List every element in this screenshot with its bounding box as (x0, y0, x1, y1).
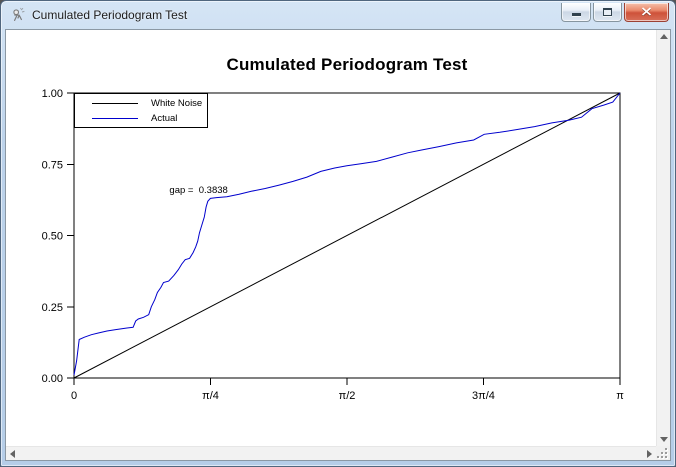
legend-label: Actual (151, 112, 178, 124)
horizontal-scrollbar[interactable] (6, 446, 656, 460)
resize-grip[interactable] (656, 446, 670, 460)
x-tick-label: 0 (71, 390, 77, 402)
y-tick-label: 1.00 (42, 88, 63, 100)
x-tick-label: π (616, 390, 624, 402)
scroll-down-icon[interactable] (659, 437, 668, 442)
white-noise-line (73, 92, 621, 379)
window-controls (561, 2, 669, 22)
window-title: Cumulated Periodogram Test (32, 8, 188, 22)
gap-annotation: gap = 0.3838 (169, 185, 228, 197)
legend: White Noise Actual (74, 93, 208, 128)
white-noise-swatch (92, 102, 138, 104)
resize-grip-icon (657, 448, 668, 459)
actual-line (73, 92, 621, 376)
x-tick-label: 3π/4 (472, 390, 495, 402)
scroll-up-icon[interactable] (659, 34, 668, 39)
y-tick-label: 0.25 (42, 302, 63, 314)
x-tick-label: π/2 (339, 390, 356, 402)
app-icon[interactable] (10, 7, 26, 23)
legend-item-actual: Actual (75, 112, 207, 124)
minimize-button[interactable] (561, 2, 591, 22)
legend-label: White Noise (151, 97, 203, 109)
restore-icon (603, 7, 612, 16)
minimize-icon (571, 13, 581, 16)
scroll-right-icon[interactable] (647, 449, 652, 458)
close-button[interactable] (624, 2, 669, 22)
actual-swatch (92, 117, 138, 119)
chart-title: Cumulated Periodogram Test (226, 55, 468, 74)
scroll-left-icon[interactable] (10, 449, 15, 458)
vertical-scrollbar[interactable] (656, 30, 670, 446)
y-tick-label: 0.00 (42, 373, 63, 385)
y-tick-label: 0.50 (42, 231, 63, 243)
x-tick-label: π/4 (202, 390, 219, 402)
y-tick-label: 0.75 (42, 159, 63, 171)
legend-item-white-noise: White Noise (75, 97, 207, 109)
restore-button[interactable] (593, 2, 622, 22)
chart-svg: 0.00 0.25 0.50 0.75 1.00 0 π/4 π/2 3π/4 π (42, 88, 625, 402)
titlebar[interactable]: Cumulated Periodogram Test (1, 1, 675, 29)
close-icon (641, 7, 652, 16)
client-area: Cumulated Periodogram Test 0.00 0.25 0.50 0… (5, 29, 671, 461)
chart: Cumulated Periodogram Test 0.00 0.25 0.50 0… (6, 30, 656, 446)
